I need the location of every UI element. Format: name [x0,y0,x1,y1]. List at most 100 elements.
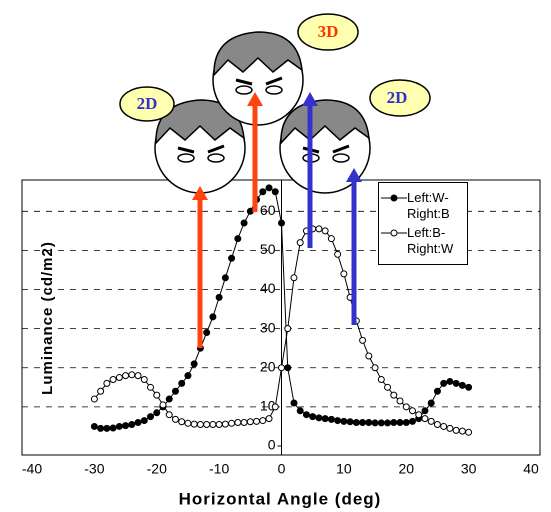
annotation: 2D [137,94,158,113]
data-point [178,379,186,387]
data-point [253,417,261,425]
data-point [396,419,404,427]
data-point [384,419,392,427]
data-point [290,274,298,282]
data-point [278,364,285,372]
data-point [109,424,117,432]
data-point [165,411,173,419]
x-tick-label: 30 [461,461,477,477]
x-tick-label: 40 [523,461,539,477]
data-point [153,409,161,417]
data-point [203,329,211,337]
data-point [228,254,236,262]
data-point [396,397,404,405]
data-point [452,426,460,434]
x-tick-label: -20 [147,461,167,477]
data-point [421,415,429,423]
data-point [203,420,211,428]
data-point [153,391,161,399]
y-tick-label: 30 [260,319,276,335]
data-point [259,417,267,425]
data-point [446,424,454,432]
data-point [458,381,466,389]
data-point [147,383,155,391]
data-point [458,427,466,435]
data-point [122,422,130,430]
data-point [159,401,167,409]
data-point [402,403,410,411]
y-tick-label: 40 [260,280,276,296]
annotation: 2D [387,88,408,107]
data-point [240,219,248,227]
y-tick-label: 60 [260,202,276,218]
data-point [246,207,254,215]
y-tick-label: 10 [260,398,276,414]
data-point [371,364,379,372]
data-point [359,419,367,427]
legend-swatch [381,229,407,237]
data-point [246,418,254,426]
data-point [465,428,473,436]
data-point [402,419,410,427]
x-tick-label: 10 [336,461,352,477]
data-point [334,250,342,258]
data-point [390,419,398,427]
data-point [359,336,367,344]
data-point [315,225,323,233]
data-point [427,417,435,425]
data-point [284,364,292,372]
legend: Left:W-Right:B Left:B-Right:W [378,182,468,265]
data-point [346,418,354,426]
data-point [140,376,148,383]
arrows [192,92,362,348]
data-point [97,387,105,395]
data-point [296,407,304,415]
heads [119,13,431,194]
data-point [115,374,123,382]
x-tick-label: -30 [84,461,104,477]
data-point [115,422,123,430]
data-point [240,419,248,427]
data-point [228,419,236,427]
data-point [122,372,130,380]
data-point [296,239,304,247]
legend-marker [390,229,398,237]
data-point [215,293,223,301]
y-tick-label: 20 [260,358,276,374]
data-point [171,415,179,423]
data-point [259,188,267,196]
data-point [271,403,279,411]
data-point [433,420,441,428]
data-point [446,377,454,385]
x-tick-label: -10 [209,461,229,477]
data-point [234,419,242,427]
data-point [309,413,317,421]
data-point [384,383,392,391]
data-point [377,419,385,427]
data-point [340,270,348,278]
data-point [465,383,473,391]
data-point [327,235,335,243]
data-point [415,411,423,419]
data-point [147,413,155,421]
legend-label: Left:B-Right:W [407,225,454,256]
data-point [90,422,98,430]
data-point [390,391,398,399]
data-point [134,419,142,427]
data-point [321,415,329,423]
data-point [140,417,148,425]
legend-swatch [381,194,407,202]
annotation: 3D [318,22,339,41]
x-axis-title: Horizontal Angle (deg) [179,489,382,508]
data-point [209,420,217,428]
data-point [209,313,217,321]
data-point [365,352,373,360]
data-point [327,415,335,423]
data-point [452,379,460,387]
data-point [440,379,448,387]
data-point [371,419,379,427]
data-point [128,371,136,379]
data-point [284,325,292,333]
